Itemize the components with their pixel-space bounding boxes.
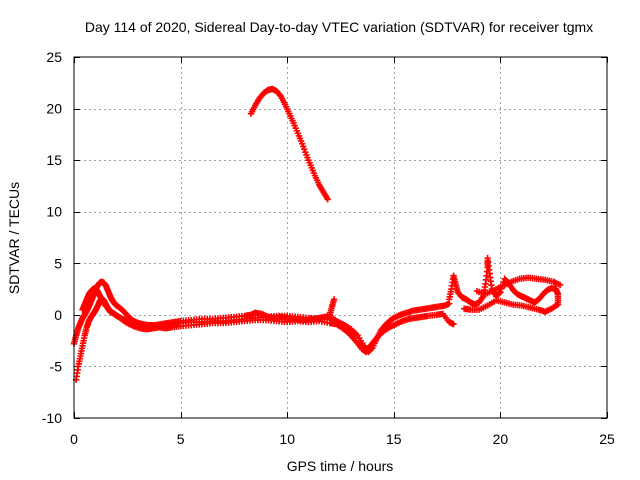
series-spread-right xyxy=(446,254,562,308)
x-tick-label: 10 xyxy=(279,431,295,447)
series-spread-right-3 xyxy=(473,274,564,298)
plot-frame xyxy=(73,56,608,419)
x-tick-label: 5 xyxy=(177,431,185,447)
series-arc-high xyxy=(247,85,331,203)
y-tick-label: -5 xyxy=(50,358,63,374)
x-tick-labels: 0 5 10 15 20 25 xyxy=(70,431,615,447)
y-tick-label: 20 xyxy=(46,101,62,117)
series-track-c xyxy=(79,284,338,330)
data-point xyxy=(554,301,562,308)
x-axis-label: GPS time / hours xyxy=(287,458,394,474)
data-points xyxy=(70,85,564,384)
y-tick-labels: -10 -5 0 5 10 15 20 25 xyxy=(42,49,62,426)
series-track-b xyxy=(72,295,457,384)
grid-lines xyxy=(74,57,607,418)
y-tick-label: 25 xyxy=(46,49,62,65)
data-point xyxy=(324,196,331,203)
y-tick-label: 0 xyxy=(54,307,62,323)
axis-ticks xyxy=(74,57,608,419)
x-tick-label: 25 xyxy=(599,431,615,447)
chart-title: Day 114 of 2020, Sidereal Day-to-day VTE… xyxy=(85,19,593,35)
x-tick-label: 15 xyxy=(386,431,402,447)
y-tick-label: 15 xyxy=(46,152,62,168)
x-tick-label: 20 xyxy=(493,431,509,447)
x-tick-label: 0 xyxy=(70,431,78,447)
data-point xyxy=(276,91,283,99)
y-tick-label: -10 xyxy=(42,410,62,426)
data-point xyxy=(450,320,457,328)
data-point xyxy=(330,296,338,303)
data-point xyxy=(496,289,503,297)
y-tick-label: 5 xyxy=(54,255,62,271)
y-axis-label: SDTVAR / TECUs xyxy=(6,182,22,294)
data-point xyxy=(556,281,564,289)
series-spread-right-2 xyxy=(460,297,562,315)
y-tick-label: 10 xyxy=(46,204,62,220)
